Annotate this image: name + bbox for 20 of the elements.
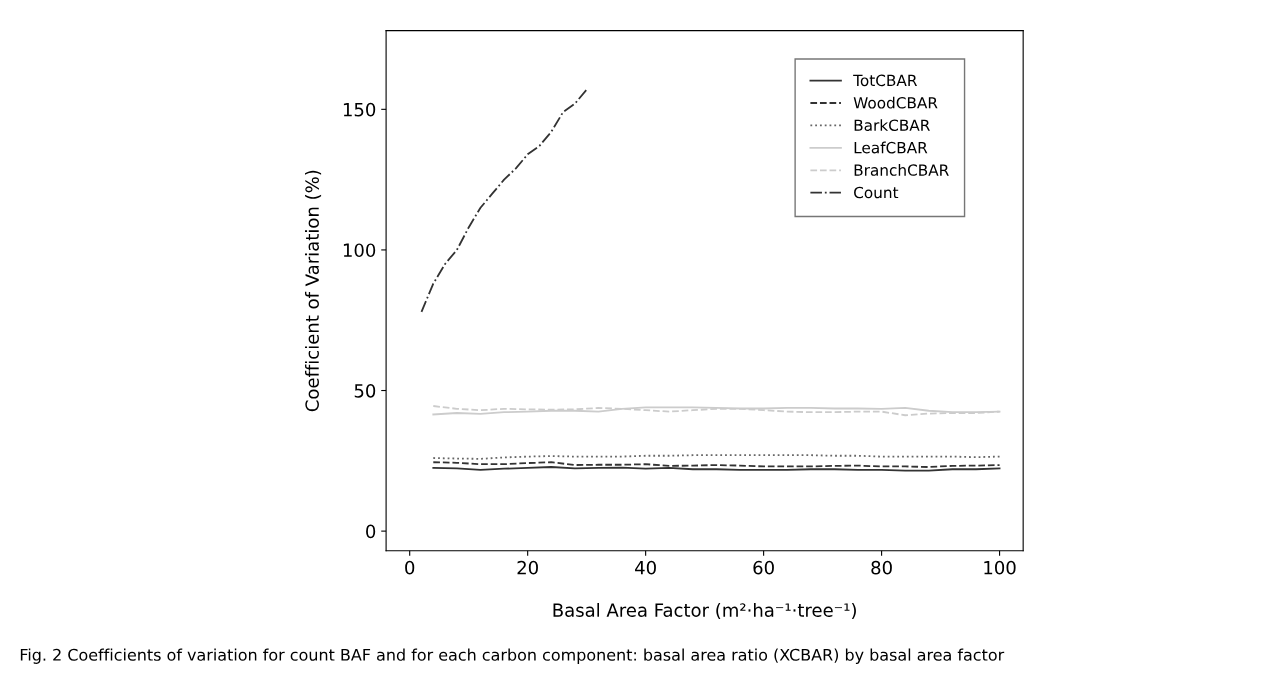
line-series <box>420 88 588 313</box>
x-tick-label: 20 <box>517 560 538 575</box>
y-tick-label: 100 <box>343 243 376 258</box>
legend-label: BranchCBAR <box>854 164 949 176</box>
caption: Fig. 2 Coefficients of variation for count BAF and for each carbon component: basal area ratio (XCBAR) by basal area factor <box>20 648 1005 664</box>
legend-label: LeafCBAR <box>854 141 928 154</box>
x-tick-label: 60 <box>753 560 774 575</box>
y-tick-label: 0 <box>366 524 376 539</box>
legend-label: WoodCBAR <box>853 96 938 109</box>
y-tick-label: 150 <box>343 102 376 117</box>
legend-label: BarkCBAR <box>854 119 930 131</box>
x-tick-label: 0 <box>405 560 415 575</box>
y-tick-label: 50 <box>354 383 376 398</box>
x-tick-label: 80 <box>871 560 892 575</box>
x-tick-label: 40 <box>635 560 656 575</box>
x-tick-label: 100 <box>984 560 1016 575</box>
y-axis-title: Coefficient of Variation (%) <box>305 170 322 412</box>
legend-label: TotCBAR <box>853 74 918 87</box>
x-axis-title: Basal Area Factor (m²·ha⁻¹·tree⁻¹) <box>553 603 856 620</box>
legend-label: Count <box>854 186 899 199</box>
